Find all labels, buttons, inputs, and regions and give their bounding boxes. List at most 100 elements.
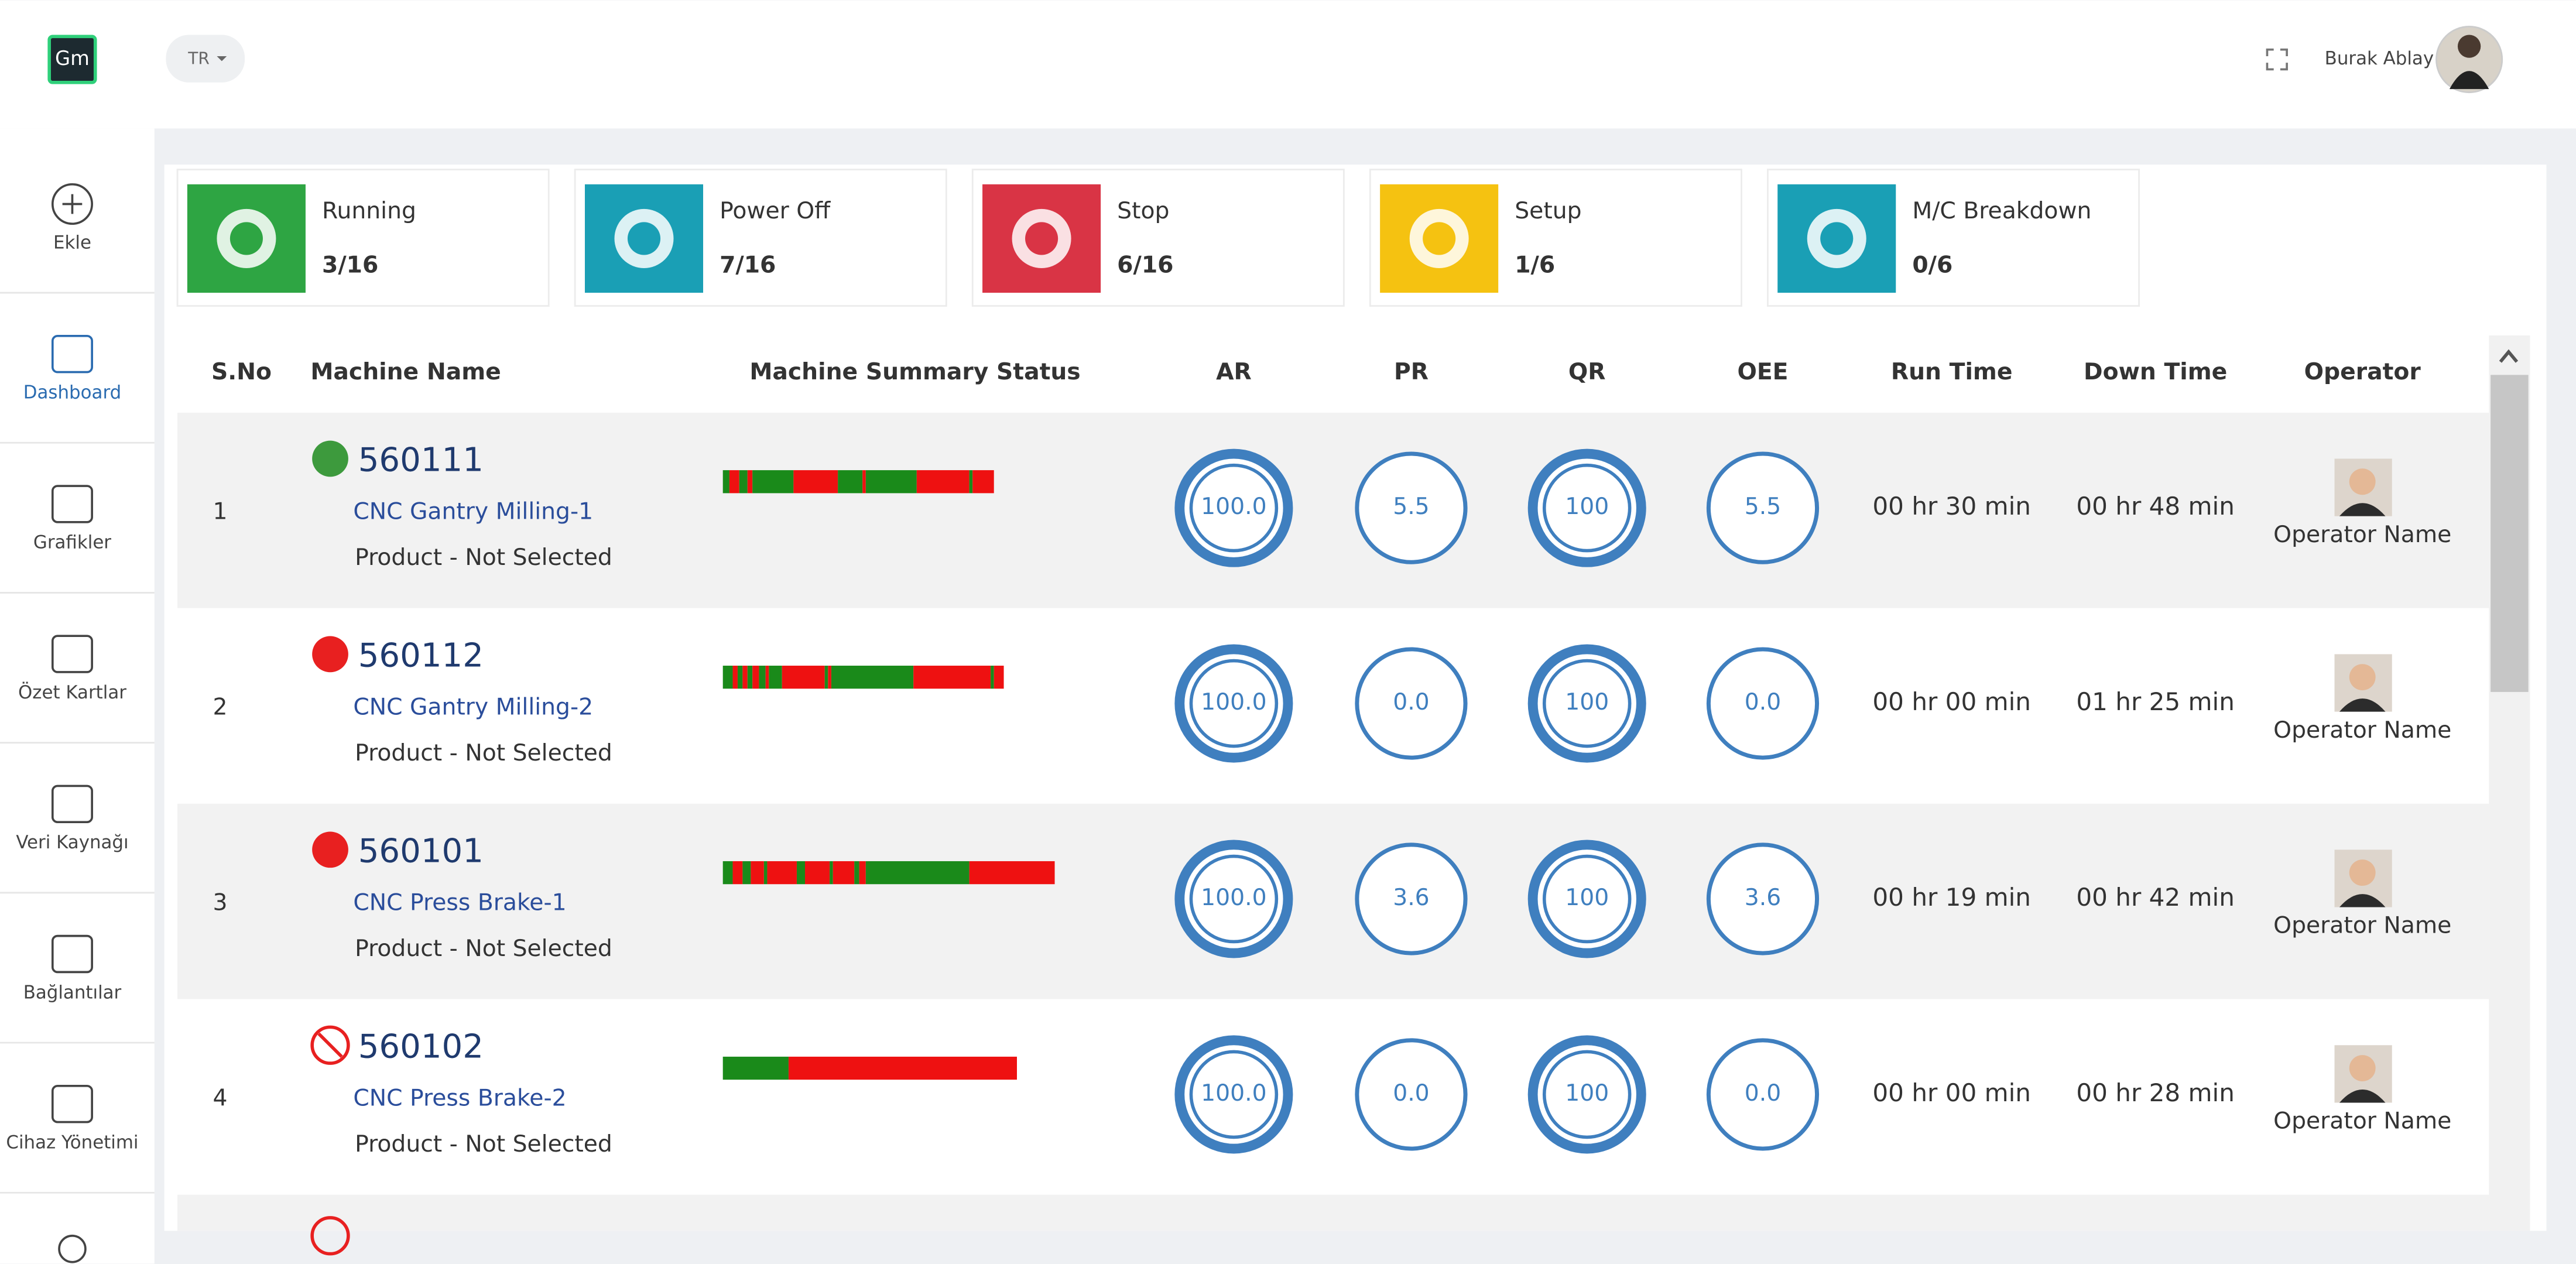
operator-face [2349,1055,2376,1081]
row-bg [177,999,2489,1195]
gauge-ring [1527,840,1646,958]
menu-item[interactable]: Cihaz Yönetimi [6,1085,139,1153]
status-card[interactable]: M/C Breakdown 0/6 [1766,169,2140,307]
status-segment [833,861,855,885]
status-card[interactable]: Setup 1/6 [1369,169,1742,307]
card-icon-glyph [1423,222,1456,255]
operator-face [2349,859,2376,886]
run-time: 00 hr 00 min [1872,687,2031,716]
table-row[interactable]: 2 560112 CNC Gantry Milling-2 Product - Not… [177,608,2489,804]
menu-item[interactable]: Veri Kaynağı [16,785,129,853]
status-segment [737,666,743,689]
language-select[interactable]: TR [166,35,245,83]
product: Product - Not Selected [355,740,612,766]
status-card[interactable]: Power Off 7/16 [574,169,947,307]
gauge-inner [1189,1050,1279,1139]
status-segment [752,666,759,689]
user-name: Burak Ablay [2325,48,2434,69]
status-segment [862,470,866,494]
avatar-head [2457,35,2481,58]
table-row[interactable]: 4 560102 CNC Press Brake-2 Product - Not Se… [177,999,2489,1195]
status-segment [747,470,753,494]
icon [51,485,93,523]
machine-id: 560112 [358,637,484,675]
down-time: 00 hr 42 min [2076,883,2235,912]
machine-name: CNC Gantry Milling-1 [353,499,593,525]
menu-item[interactable]: Grafikler [33,485,111,553]
gauge-value: 0.0 [1745,689,1781,715]
gauge-value: 100 [1565,494,1609,520]
status-segment [722,1056,789,1080]
card-icon-glyph [1820,222,1854,255]
menu-item[interactable]: Bağlantılar [23,934,122,1003]
status-segment [742,861,751,885]
status-icon [312,636,348,673]
operator-suit [2339,1090,2386,1103]
column-header: Operator [2304,359,2421,385]
menu-label: Bağlantılar [23,982,122,1003]
menu-label: Grafikler [33,532,111,553]
product: Product - Not Selected [355,936,612,962]
icon [51,1085,93,1123]
caret [217,56,227,61]
status-segment [969,861,1055,885]
status-segment [739,470,748,494]
column-header: S.No [211,359,272,385]
machine-name: CNC Press Brake-1 [353,889,566,916]
gauge-ring [1355,451,1468,564]
status-icon [310,1025,350,1065]
status-segment [729,470,739,494]
column-header: AR [1216,359,1252,385]
sidebar [0,128,155,1264]
status-segment [732,861,743,885]
status-segment [793,470,838,494]
gauge-value: 100.0 [1201,689,1266,715]
menu-item[interactable]: Dashboard [23,335,121,403]
icon [51,934,93,974]
row-bg [177,608,2489,804]
table-row[interactable]: 1 560111 CNC Gantry Milling-1 Product - Not… [177,412,2489,608]
scrollbar-thumb[interactable] [2491,375,2529,692]
operator-name: Operator Name [2273,522,2451,548]
gauge-value: 0.0 [1393,689,1429,715]
gauge-inner [1189,854,1279,944]
status-card[interactable]: Stop 6/16 [971,169,1345,307]
gauge-value: 100 [1565,689,1609,715]
gauge-ring [1527,448,1646,567]
gauge-ring [1355,647,1468,760]
status-segment [759,666,766,689]
menu-label: Ekle [53,232,91,253]
product: Product - Not Selected [355,544,612,571]
table-row[interactable]: 3 560101 CNC Press Brake-1 Product - Not Se… [177,803,2489,999]
machine-id: 560111 [358,441,484,479]
status-card[interactable]: Running 3/16 [176,169,550,307]
column-header: OEE [1737,359,1788,385]
status-segment [751,861,764,885]
card-label: Running [322,198,416,224]
fullscreen-button[interactable] [2266,48,2288,71]
icon [58,1234,87,1263]
menu-item[interactable]: Özet Kartlar [18,635,126,703]
user-avatar[interactable] [2435,26,2503,94]
operator-suit [2339,503,2386,516]
menu-label: Cihaz Yönetimi [6,1132,138,1153]
menu-item[interactable]: Ekle [51,183,93,254]
status-segment [782,666,825,689]
gauge-ring [1174,644,1293,763]
gauge-value: 100.0 [1201,1080,1266,1107]
gauge-value: 0.0 [1745,1080,1781,1107]
serial-number: 4 [213,1085,228,1111]
gauge-value: 100 [1565,1080,1609,1107]
status-segment [972,470,994,494]
column-header: QR [1568,359,1606,385]
scroll-up[interactable] [2499,349,2519,363]
column-header: Machine Summary Status [749,359,1080,385]
down-time: 00 hr 48 min [2076,492,2235,520]
status-segment [969,470,973,494]
logo[interactable]: Gm [47,35,97,84]
card-value: 7/16 [720,252,776,279]
machine-name: CNC Gantry Milling-2 [353,694,593,720]
status-segment [765,666,769,689]
operator-name: Operator Name [2273,913,2451,939]
